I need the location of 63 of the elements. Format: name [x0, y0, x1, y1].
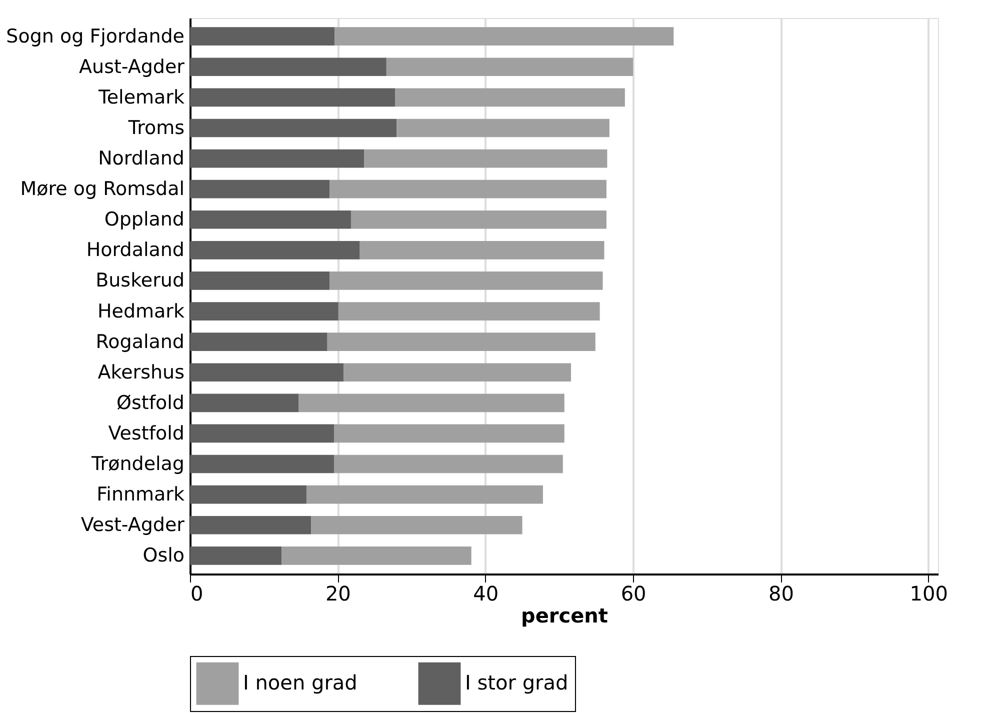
y-tick-label: Sogn og Fjordande — [6, 25, 184, 48]
bar — [190, 272, 330, 290]
bar — [190, 424, 334, 443]
bar — [190, 118, 397, 138]
y-tick-label: Akershus — [98, 361, 184, 384]
x-tick-label: 40 — [473, 582, 499, 606]
bar — [350, 210, 606, 229]
bar — [395, 88, 625, 107]
y-tick-label: Aust-Agder — [79, 56, 185, 78]
bar — [306, 485, 543, 504]
x-tick-label: 60 — [620, 582, 646, 606]
bar — [334, 424, 564, 443]
y-tick-label: Hordaland — [86, 239, 184, 262]
bar — [190, 27, 335, 46]
x-tick-label: 0 — [190, 582, 204, 606]
bar — [364, 149, 608, 168]
bar — [327, 332, 596, 351]
y-tick-label: Oppland — [104, 208, 184, 231]
bar — [360, 241, 604, 260]
y-tick-label: Troms — [127, 116, 184, 139]
bar — [344, 363, 572, 382]
bar — [190, 210, 351, 229]
y-tick-label: Trøndelag — [90, 453, 184, 476]
bar — [190, 332, 328, 351]
bar — [190, 394, 299, 412]
bar — [190, 88, 396, 107]
bar — [311, 516, 522, 534]
bar — [190, 516, 312, 534]
y-tick-label: Nordland — [98, 148, 184, 170]
bar — [282, 546, 472, 565]
legend-label: I stor grad — [465, 670, 568, 695]
bar — [190, 149, 364, 168]
bar — [334, 454, 563, 474]
bar — [190, 302, 338, 320]
bar — [298, 394, 564, 412]
y-tick-label: Buskerud — [96, 270, 184, 292]
bar — [334, 27, 674, 46]
y-tick-label: Hedmark — [97, 300, 184, 322]
y-tick-label: Vest-Agder — [80, 514, 185, 536]
y-tick-label: Oslo — [142, 544, 184, 567]
y-tick-label: Møre og Romsdal — [20, 178, 184, 200]
y-tick-label: Telemark — [97, 86, 184, 108]
x-tick-label: 20 — [325, 582, 351, 606]
bar — [338, 302, 600, 320]
y-tick-label: Rogaland — [96, 330, 184, 353]
bar — [190, 363, 344, 382]
bar — [190, 454, 334, 474]
x-tick-label: 100 — [910, 582, 948, 606]
bar — [396, 118, 610, 138]
bar — [190, 180, 330, 198]
bar — [190, 546, 282, 565]
bar — [190, 241, 360, 260]
x-axis-title: percent — [521, 604, 608, 628]
bar — [330, 180, 606, 198]
y-tick-label: Østfold — [116, 392, 184, 414]
legend-label: I noen grad — [243, 670, 358, 695]
bar — [386, 58, 634, 76]
y-tick-label: Finnmark — [96, 484, 184, 506]
y-tick-label: Vestfold — [108, 422, 184, 444]
bar — [190, 58, 386, 76]
bar — [330, 272, 603, 290]
x-tick-label: 80 — [768, 582, 794, 606]
bar — [190, 485, 307, 504]
